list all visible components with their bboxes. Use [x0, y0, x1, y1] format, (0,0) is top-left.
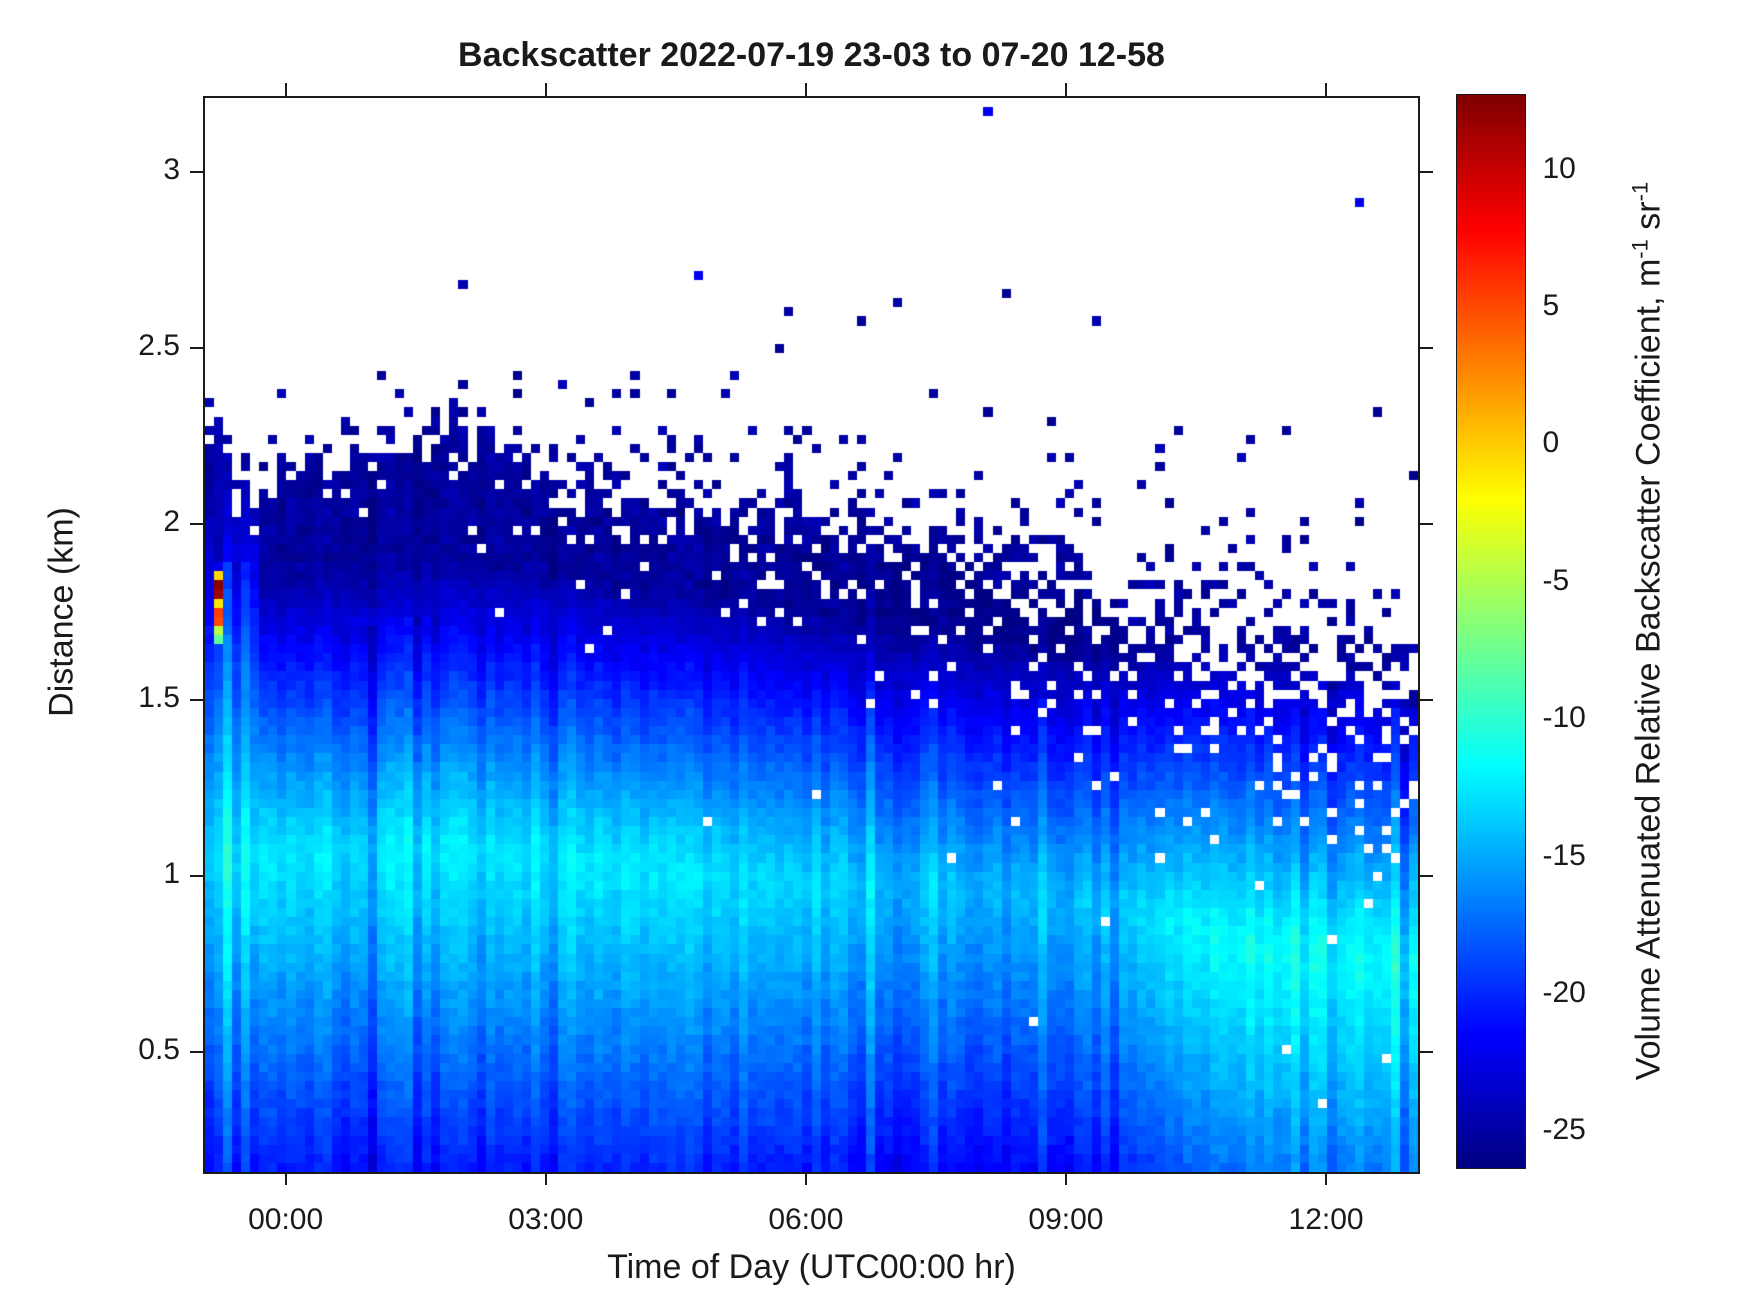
- heatmap-canvas: [205, 98, 1418, 1172]
- y-axis-label: Distance (km): [42, 507, 81, 717]
- x-tick-label: 06:00: [768, 1203, 844, 1236]
- x-tick-label: 00:00: [248, 1203, 324, 1236]
- y-tick-mark: [190, 170, 203, 173]
- y-tick-mark: [190, 1050, 203, 1053]
- colorbar-label-sup1: -1: [1627, 239, 1653, 259]
- y-tick-mark-right: [1420, 1050, 1433, 1053]
- x-tick-mark-top: [544, 83, 547, 96]
- y-tick-mark: [190, 346, 203, 349]
- y-tick-label: 3: [163, 152, 180, 186]
- y-tick-label: 2: [163, 504, 180, 538]
- y-tick-mark-right: [1420, 698, 1433, 701]
- colorbar-tick-label: 10: [1542, 151, 1576, 185]
- x-tick-mark-top: [284, 83, 287, 96]
- plot-area: [203, 96, 1420, 1174]
- y-tick-label: 0.5: [138, 1032, 180, 1066]
- x-tick-mark-top: [1064, 83, 1067, 96]
- y-tick-mark: [190, 874, 203, 877]
- colorbar: [1456, 94, 1526, 1169]
- colorbar-label-text: Volume Attenuated Relative Backscatter C…: [1629, 258, 1668, 1081]
- y-tick-mark-right: [1420, 522, 1433, 525]
- x-tick-label: 03:00: [508, 1203, 584, 1236]
- chart-title: Backscatter 2022-07-19 23-03 to 07-20 12…: [458, 36, 1165, 74]
- y-tick-mark: [190, 698, 203, 701]
- y-tick-label: 1.5: [138, 680, 180, 714]
- colorbar-tick-label: -25: [1542, 1113, 1586, 1147]
- y-tick-mark-right: [1420, 170, 1433, 173]
- y-tick-mark-right: [1420, 874, 1433, 877]
- x-tick-label: 12:00: [1288, 1203, 1364, 1236]
- y-tick-mark: [190, 522, 203, 525]
- x-axis-label: Time of Day (UTC00:00 hr): [607, 1248, 1016, 1286]
- x-tick-mark-top: [1325, 83, 1328, 96]
- y-tick-label: 1: [163, 856, 180, 890]
- colorbar-label: Volume Attenuated Relative Backscatter C…: [1627, 182, 1668, 1080]
- y-tick-label: 2.5: [138, 328, 180, 362]
- colorbar-label-mid: sr: [1629, 201, 1668, 240]
- x-tick-mark-top: [804, 83, 807, 96]
- x-tick-label: 09:00: [1028, 1203, 1104, 1236]
- colorbar-label-sup2: -1: [1627, 181, 1653, 202]
- y-tick-mark-right: [1420, 346, 1433, 349]
- colorbar-gradient-canvas: [1457, 95, 1525, 1168]
